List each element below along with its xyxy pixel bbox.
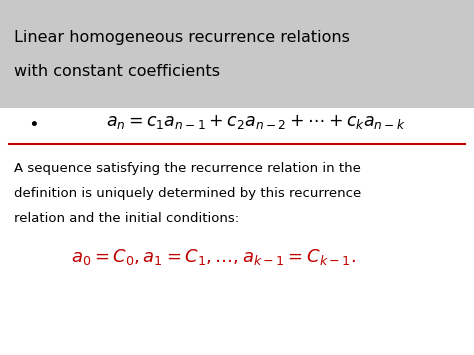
Text: $\bullet$: $\bullet$ (28, 114, 38, 131)
Text: with constant coefficients: with constant coefficients (14, 64, 220, 78)
Text: Linear homogeneous recurrence relations: Linear homogeneous recurrence relations (14, 30, 350, 45)
Text: $a_0 = C_0, a_1 =  C_1, \ldots, a_{k-1} =  C_{k-1}.$: $a_0 = C_0, a_1 = C_1, \ldots, a_{k-1} =… (71, 247, 356, 267)
Text: $a_n = c_1a_{n-1} + c_2a_{n-2} + \cdots + c_ka_{n-k}$: $a_n = c_1a_{n-1} + c_2a_{n-2} + \cdots … (106, 114, 406, 131)
Text: relation and the initial conditions:: relation and the initial conditions: (14, 212, 239, 225)
Text: definition is uniquely determined by this recurrence: definition is uniquely determined by thi… (14, 187, 362, 200)
Text: A sequence satisfying the recurrence relation in the: A sequence satisfying the recurrence rel… (14, 162, 361, 175)
Bar (0, 0, 474, 108)
